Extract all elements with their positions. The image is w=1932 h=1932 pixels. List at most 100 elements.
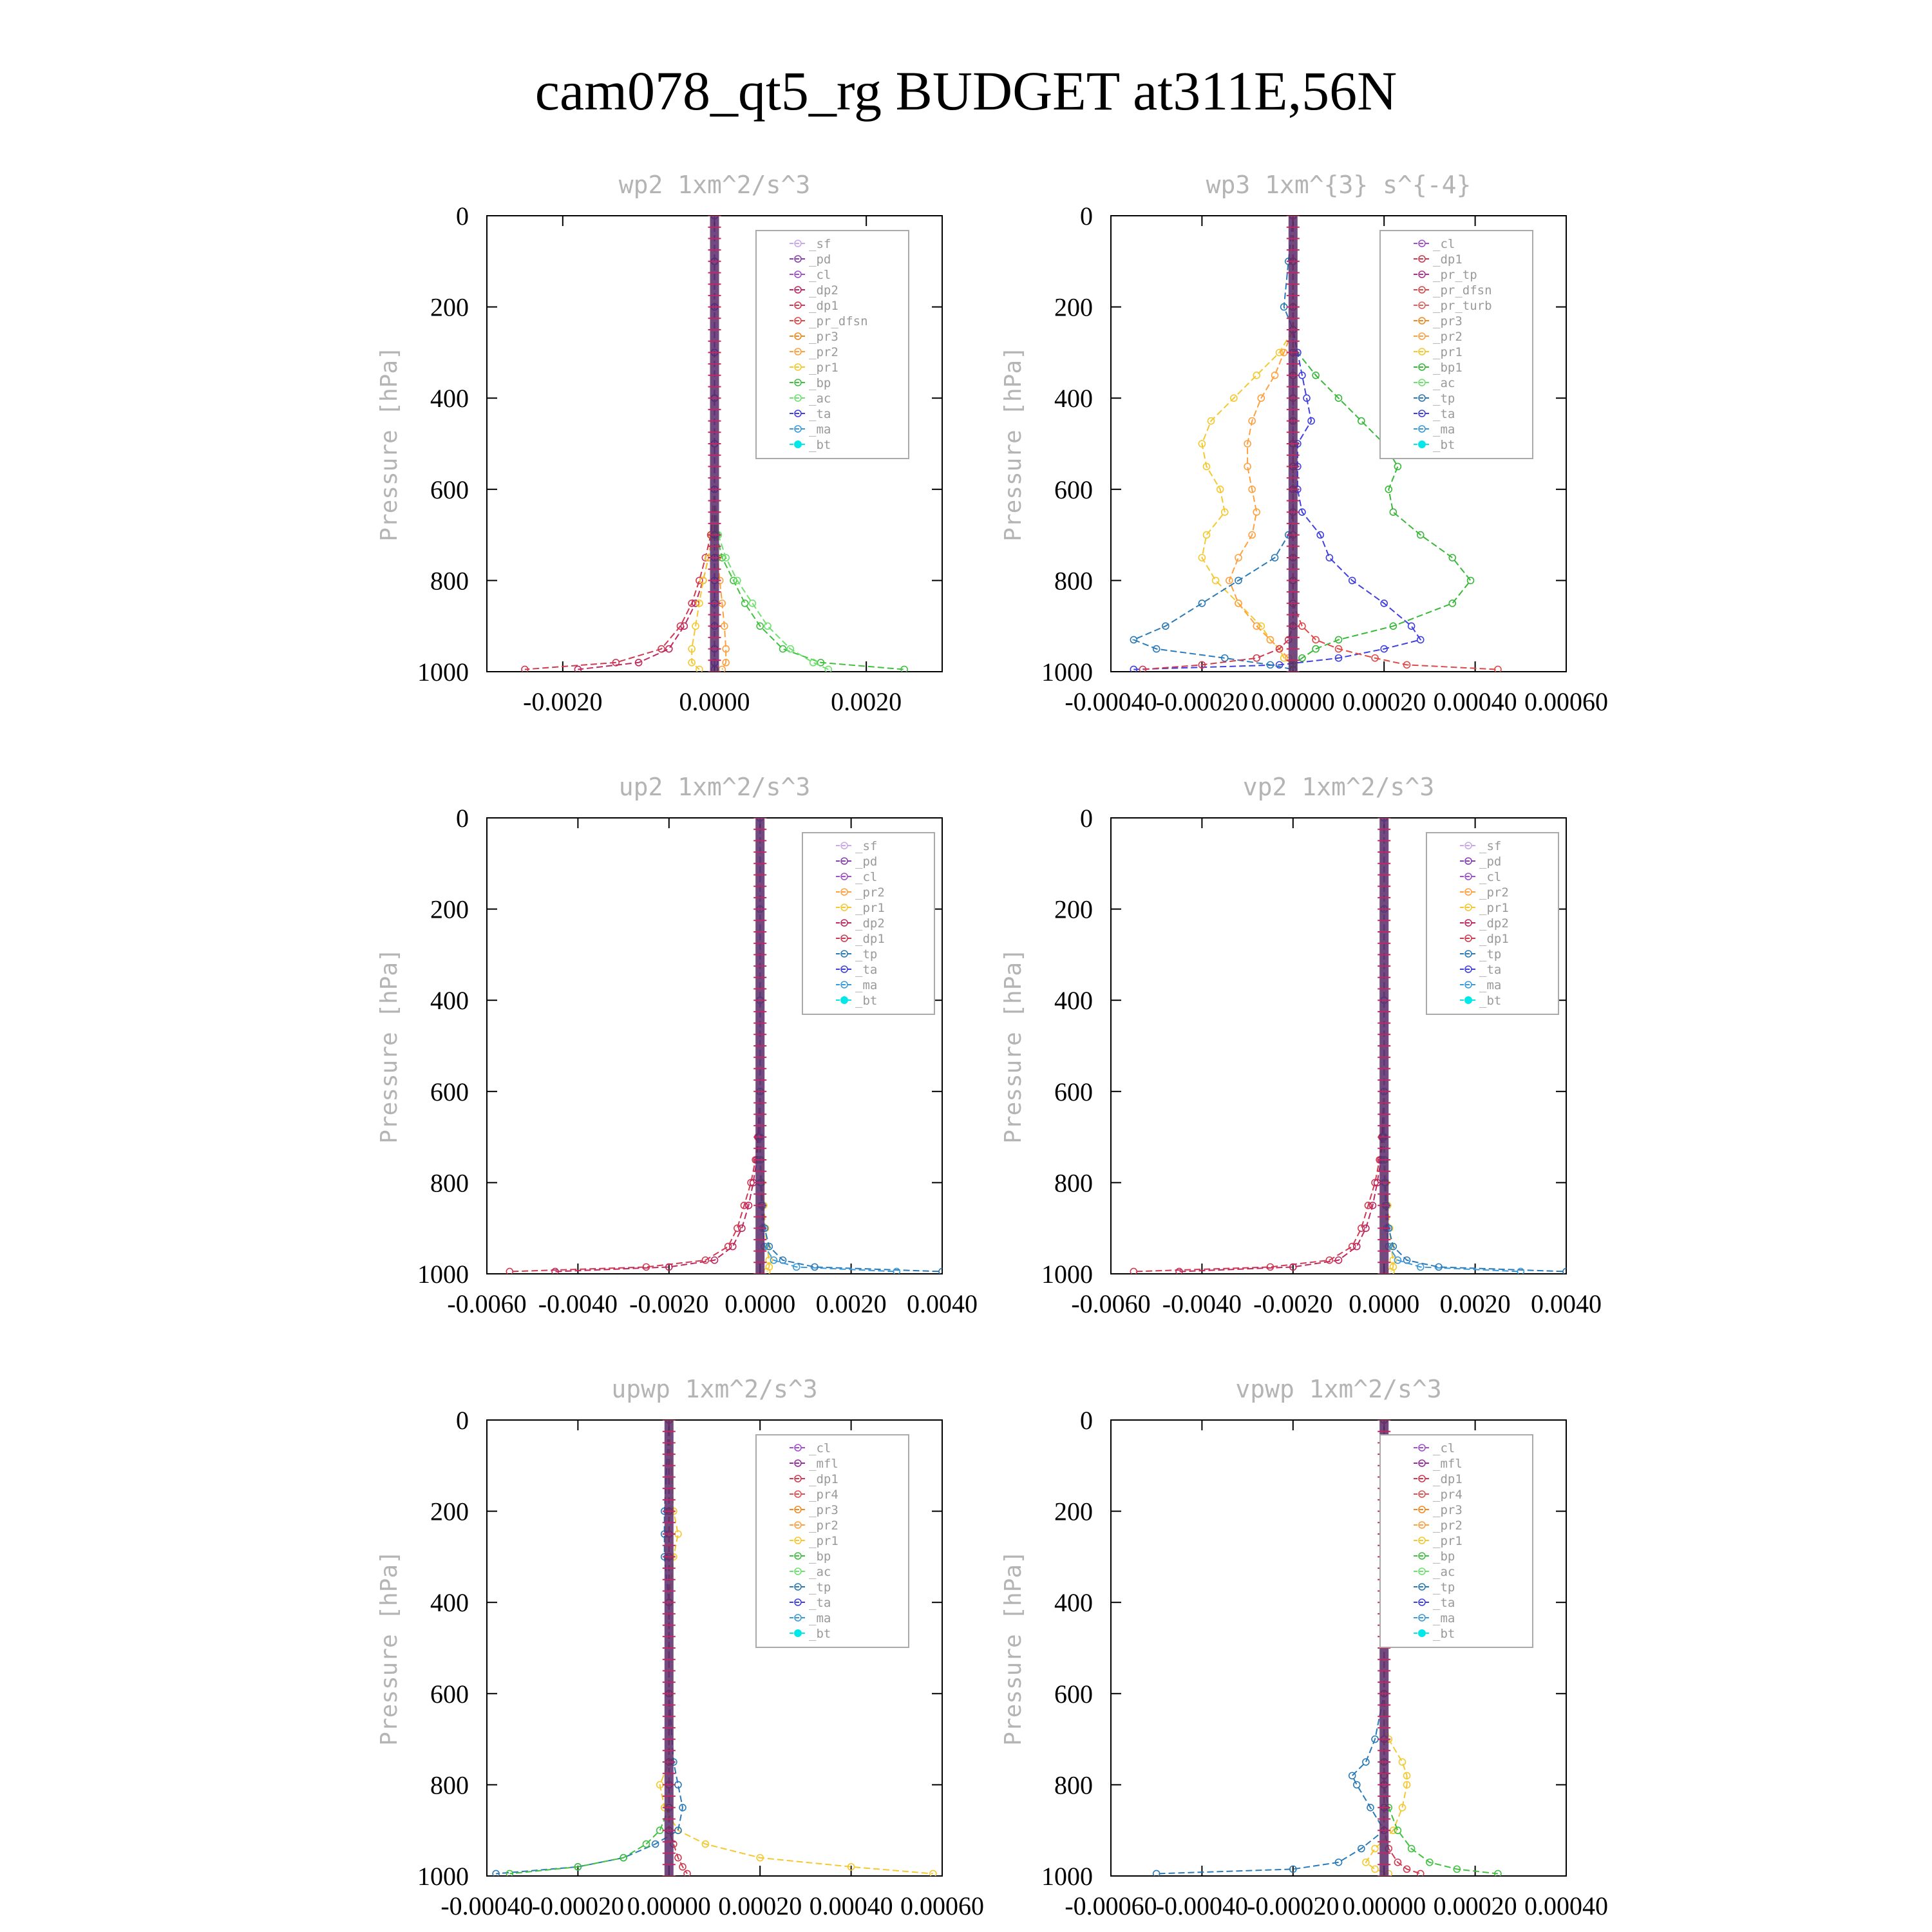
x-tick-label: 0.00020 [1342, 687, 1426, 716]
data-point [1198, 661, 1206, 669]
data-point [1394, 462, 1402, 471]
legend-label: _bp [809, 1549, 831, 1564]
x-tick-label: 0.00020 [1434, 1891, 1517, 1920]
legend-label: _ta [1479, 963, 1501, 977]
legend-label: _pr3 [1433, 1503, 1463, 1517]
data-point [1211, 576, 1220, 585]
x-tick-label: 0.0020 [816, 1289, 887, 1318]
legend-label: _ma [855, 978, 877, 992]
data-point [1312, 371, 1320, 379]
legend-marker [1464, 857, 1472, 865]
y-tick-label: 600 [430, 1680, 469, 1709]
y-tick-label: 600 [430, 475, 469, 504]
legend-label: _tp [1433, 1580, 1455, 1595]
data-point [1271, 554, 1279, 562]
legend-label: _pr3 [809, 1503, 838, 1517]
data-point [642, 1263, 650, 1271]
data-point [1253, 508, 1261, 516]
data-point [1368, 1202, 1377, 1209]
data-point [1207, 417, 1215, 425]
data-point [1202, 462, 1211, 471]
data-point [900, 665, 908, 672]
legend-marker [794, 1567, 802, 1575]
data-point [811, 1263, 819, 1271]
legend-marker [1418, 301, 1426, 309]
data-point [1175, 1267, 1183, 1274]
plot-area [506, 818, 942, 1274]
data-point [1358, 417, 1365, 425]
data-point [1312, 636, 1320, 644]
y-axis-label: Pressure [hPa] [1000, 1550, 1027, 1745]
data-point [1334, 636, 1343, 644]
data-point [1453, 1865, 1461, 1873]
legend-label: _dp2 [1479, 916, 1509, 931]
legend-marker [840, 965, 848, 973]
x-tick-label: -0.0020 [523, 687, 602, 716]
data-point [506, 1267, 514, 1274]
legend-marker [1464, 996, 1472, 1004]
legend-marker [794, 1537, 802, 1544]
legend-marker [1464, 950, 1472, 958]
data-point [1257, 622, 1265, 630]
data-point [1403, 1772, 1411, 1780]
legend: _cl_mfl_dp1_pr4_pr3_pr2_pr1_bp_ac_tp_ta_… [755, 1434, 909, 1648]
panel-6: vpwp 1xm^2/s^3 Pressure [hPa] 0 200 400 600 80… [1000, 1375, 1608, 1920]
data-point [1466, 576, 1475, 585]
data-point [756, 1853, 764, 1862]
legend-marker [1418, 1444, 1426, 1452]
y-tick-label: 0 [456, 1406, 469, 1435]
data-point [1334, 1858, 1343, 1866]
series-line-bp [509, 1420, 670, 1875]
y-axis-label: Pressure [hPa] [1000, 346, 1027, 541]
data-point [765, 1242, 773, 1251]
data-point [1389, 1263, 1397, 1271]
legend-label: _pr4 [1433, 1488, 1463, 1502]
data-point [817, 659, 825, 667]
plot-frame [1110, 1419, 1567, 1877]
legend-label: _bp1 [1433, 361, 1463, 375]
legend-marker [1418, 240, 1426, 247]
legend-marker [794, 363, 802, 371]
data-point [1226, 576, 1233, 585]
legend-marker [1418, 379, 1426, 386]
legend-marker [794, 332, 802, 340]
legend-label: _bt [1433, 1627, 1455, 1641]
legend-label: _pr1 [855, 901, 885, 915]
series-line-dp2 [1179, 818, 1385, 1273]
data-point [688, 645, 696, 653]
data-point [847, 1863, 855, 1871]
data-point [1266, 636, 1274, 644]
x-tick-label: -0.0020 [1253, 1289, 1332, 1318]
legend-label: _pr3 [809, 330, 838, 344]
y-axis-label: Pressure [hPa] [376, 948, 402, 1143]
panel-title: upwp 1xm^2/s^3 [611, 1375, 817, 1403]
legend-label: _mfl [1433, 1457, 1463, 1471]
legend-label: _bt [1479, 994, 1501, 1008]
legend-label: _bt [809, 1627, 831, 1641]
legend-marker [840, 919, 848, 927]
data-point [734, 1224, 741, 1232]
legend-label: _ac [1433, 1565, 1455, 1579]
legend-label: _pr2 [809, 1519, 838, 1533]
data-point [1289, 1865, 1297, 1873]
panel-title: wp3 1xm^{3} s^{-4} [1206, 171, 1472, 199]
plot-frame [486, 817, 943, 1274]
legend-label: _dp1 [809, 299, 838, 313]
panel-title: up2 1xm^2/s^3 [619, 773, 810, 801]
y-tick-label: 600 [430, 1077, 469, 1106]
series-line-dp1 [524, 216, 715, 670]
x-tick-label: -0.00040 [440, 1891, 533, 1920]
y-tick-label: 800 [430, 566, 469, 595]
legend-marker [794, 1614, 802, 1622]
x-tick-label: 0.0000 [724, 1289, 795, 1318]
y-tick-label: 200 [430, 895, 469, 924]
plot-area [1130, 818, 1566, 1274]
data-point [1248, 485, 1256, 493]
data-point [722, 659, 730, 667]
data-point [506, 1870, 514, 1876]
data-point [658, 645, 665, 653]
legend-marker [1464, 965, 1472, 973]
legend: _sf _pd_cl _pr2_pr1_dp2_dp1_tp _ta_ma _bt [802, 832, 935, 1015]
data-point [1235, 554, 1242, 562]
